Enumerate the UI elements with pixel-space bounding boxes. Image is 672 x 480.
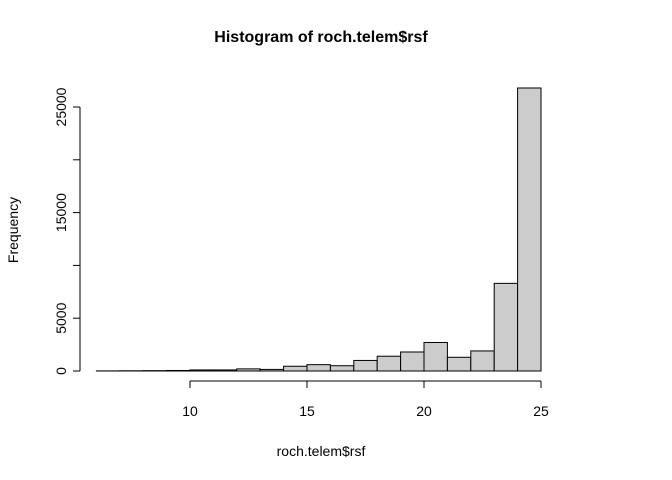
chart-title: Histogram of roch.telem$rsf <box>214 29 428 46</box>
bar <box>166 369 191 372</box>
bar <box>353 359 378 372</box>
y-axis-label: Frequency <box>5 197 21 263</box>
x-axis-label: roch.telem$rsf <box>277 443 366 459</box>
bar <box>493 282 519 372</box>
x-tick-label: 10 <box>182 403 198 419</box>
bar <box>283 365 308 372</box>
x-tick-label: 25 <box>533 403 549 419</box>
bar <box>423 341 448 372</box>
y-tick-label: 5000 <box>53 302 69 333</box>
bar <box>400 351 425 372</box>
bar <box>306 364 331 372</box>
bar <box>259 368 285 372</box>
bar <box>189 369 214 372</box>
x-tick-label: 15 <box>299 403 315 419</box>
bar <box>212 369 238 372</box>
bar <box>329 365 355 372</box>
bar <box>376 355 402 372</box>
y-tick-label: 15000 <box>53 193 69 232</box>
y-tick-label: 0 <box>53 367 69 375</box>
y-tick-label: 25000 <box>53 87 69 126</box>
bar <box>470 350 495 372</box>
x-tick-label: 20 <box>416 403 432 419</box>
bar <box>236 368 261 372</box>
bar <box>517 87 542 372</box>
bar <box>446 356 472 372</box>
